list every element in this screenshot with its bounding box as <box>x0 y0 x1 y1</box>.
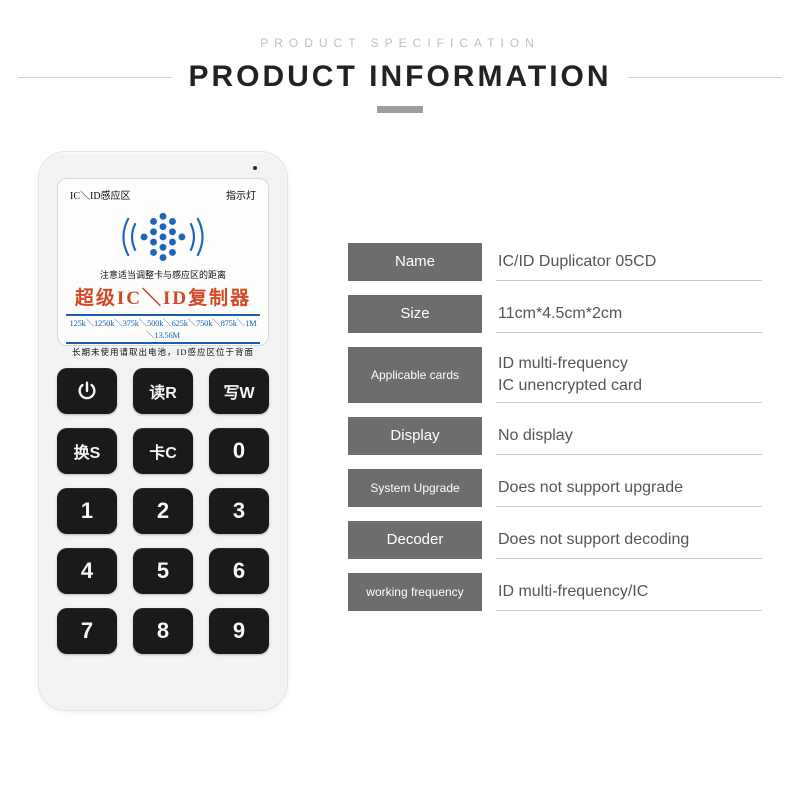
title-row: PRODUCT INFORMATION <box>0 60 800 94</box>
led-indicator <box>253 166 257 170</box>
spec-row: Size 11cm*4.5cm*2cm <box>348 295 762 333</box>
key-6[interactable]: 6 <box>209 548 269 594</box>
key-0[interactable]: 0 <box>209 428 269 474</box>
device-screen: IC＼ID感应区 指示灯 <box>57 178 269 346</box>
spec-row: Name IC/ID Duplicator 05CD <box>348 243 762 281</box>
screen-mid-note: 注意适当调整卡与感应区的距离 <box>100 270 226 281</box>
key-swap[interactable]: 换S <box>57 428 117 474</box>
spec-value: No display <box>496 417 762 455</box>
spec-label: System Upgrade <box>348 469 482 507</box>
key-read[interactable]: 读R <box>133 368 193 414</box>
spec-row: working frequency ID multi-frequency/IC <box>348 573 762 611</box>
key-9[interactable]: 9 <box>209 608 269 654</box>
keypad: 读R 写W 换S 卡C 0 123 456 789 <box>57 368 269 654</box>
spec-value: ID multi-frequency IC unencrypted card <box>496 347 762 403</box>
spec-value: ID multi-frequency/IC <box>496 573 762 611</box>
spec-value: 11cm*4.5cm*2cm <box>496 295 762 333</box>
title-line-right <box>628 77 782 78</box>
screen-top-right: 指示灯 <box>226 187 256 202</box>
page-title: PRODUCT INFORMATION <box>188 60 611 94</box>
screen-title: 超级IC＼ID复制器 <box>75 283 251 310</box>
key-5[interactable]: 5 <box>133 548 193 594</box>
header: PRODUCT SPECIFICATION PRODUCT INFORMATIO… <box>0 0 800 113</box>
key-card[interactable]: 卡C <box>133 428 193 474</box>
key-3[interactable]: 3 <box>209 488 269 534</box>
key-7[interactable]: 7 <box>57 608 117 654</box>
spec-label: working frequency <box>348 573 482 611</box>
spec-label: Name <box>348 243 482 281</box>
header-subtitle: PRODUCT SPECIFICATION <box>0 36 800 50</box>
key-power[interactable] <box>57 368 117 414</box>
key-4[interactable]: 4 <box>57 548 117 594</box>
sensor-icon <box>120 206 206 268</box>
spec-row: Display No display <box>348 417 762 455</box>
spec-row: Decoder Does not support decoding <box>348 521 762 559</box>
spec-value: Does not support decoding <box>496 521 762 559</box>
spec-label: Size <box>348 295 482 333</box>
key-2[interactable]: 2 <box>133 488 193 534</box>
key-1[interactable]: 1 <box>57 488 117 534</box>
spec-label: Display <box>348 417 482 455</box>
screen-bottom-note: 长期未使用请取出电池，ID感应区位于背面 <box>72 346 254 358</box>
spec-row: System Upgrade Does not support upgrade <box>348 469 762 507</box>
screen-top-row: IC＼ID感应区 指示灯 <box>66 187 260 202</box>
key-write[interactable]: 写W <box>209 368 269 414</box>
title-line-left <box>18 77 172 78</box>
spec-label: Applicable cards <box>348 347 482 403</box>
spec-label: Decoder <box>348 521 482 559</box>
spec-row: Applicable cardsID multi-frequency IC un… <box>348 347 762 403</box>
screen-top-left: IC＼ID感应区 <box>70 187 131 202</box>
spec-table: Name IC/ID Duplicator 05CD Size 11cm*4.5cm*… <box>348 243 762 611</box>
key-8[interactable]: 8 <box>133 608 193 654</box>
screen-freq-bar: 125k＼1250k＼375k＼500k＼625k＼750k＼875k＼1M＼1… <box>66 314 260 344</box>
main: IC＼ID感应区 指示灯 <box>0 113 800 711</box>
title-accent <box>377 106 423 113</box>
spec-value: IC/ID Duplicator 05CD <box>496 243 762 281</box>
device: IC＼ID感应区 指示灯 <box>38 151 288 711</box>
spec-value: Does not support upgrade <box>496 469 762 507</box>
